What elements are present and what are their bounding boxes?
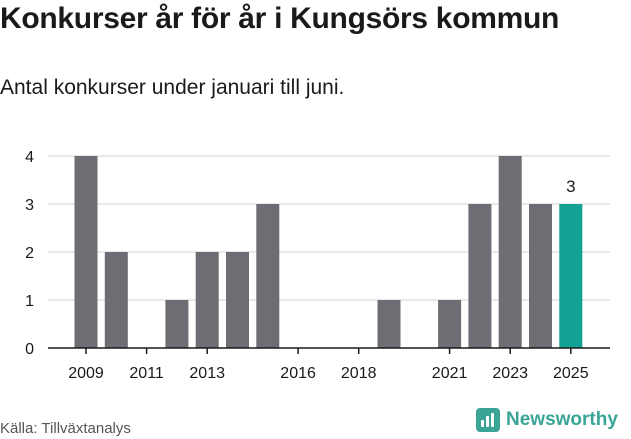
bar-2019	[377, 300, 401, 348]
y-tick-label: 1	[25, 293, 34, 310]
y-tick-label: 0	[25, 341, 34, 358]
x-tick-label: 2009	[68, 365, 104, 382]
x-tick-label: 2011	[129, 365, 164, 382]
y-tick-label: 2	[25, 245, 34, 262]
bar-2015	[256, 204, 280, 348]
bar-chart: 0 1 2 3 4 2009 2011 2013 2016 2018 2021 2023 2025 3	[25, 149, 610, 382]
chart-title: Konkurser år för år i Kungsörs kommun	[0, 2, 560, 35]
bar-2024	[529, 204, 552, 348]
bar-2009	[74, 156, 98, 348]
bar-2014	[226, 252, 249, 348]
bar-2022	[468, 204, 492, 348]
newsworthy-logo: Newsworthy	[476, 408, 618, 432]
chart-subtitle: Antal konkurser under januari till juni.	[0, 76, 345, 99]
x-tick-label: 2023	[492, 365, 528, 382]
source-note: Källa: Tillväxtanalys	[0, 420, 131, 437]
y-tick-label: 3	[25, 197, 34, 214]
bar-2021	[438, 300, 462, 348]
bar-2025	[559, 204, 583, 348]
x-tick-label: 2018	[341, 365, 377, 382]
brand-name: Newsworthy	[506, 409, 618, 430]
bar-2010	[104, 252, 128, 348]
x-tick-label: 2025	[553, 365, 589, 382]
x-tick-label: 2016	[280, 365, 316, 382]
data-label: 3	[566, 177, 575, 196]
y-tick-label: 4	[25, 149, 34, 166]
x-tick-label: 2013	[189, 365, 225, 382]
bar-chart-icon	[476, 408, 500, 432]
x-tick-label: 2021	[432, 365, 468, 382]
bar-2012	[165, 300, 189, 348]
bar-2013	[195, 252, 219, 348]
bar-2023	[498, 156, 522, 348]
